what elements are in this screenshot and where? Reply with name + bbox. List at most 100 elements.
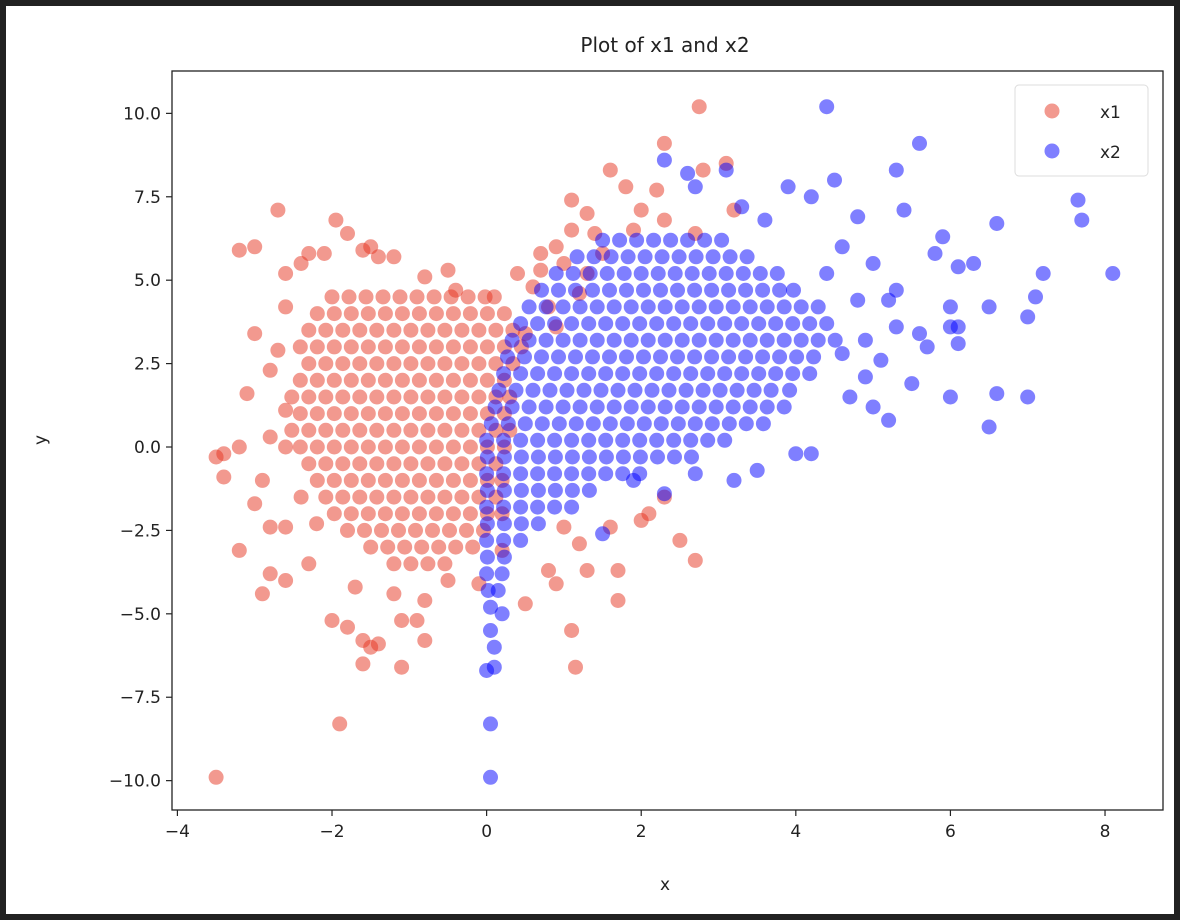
data-point-x2 [717,366,733,382]
data-point-x2 [687,349,703,365]
data-point-x2 [718,162,734,178]
data-point-x2 [810,299,826,315]
data-point-x1 [326,339,342,355]
data-point-x1 [343,339,359,355]
data-point-x1 [335,322,351,338]
data-point-x1 [462,306,478,322]
data-point-x1 [293,489,309,505]
data-point-x1 [533,262,549,278]
legend-marker-x1 [1044,103,1060,119]
data-point-x2 [496,499,512,515]
data-point-x2 [708,332,724,348]
data-point-x2 [683,316,699,332]
data-point-x2 [483,623,498,638]
data-point-x1 [394,506,410,522]
data-point-x2 [666,316,682,332]
series-x1 [208,99,742,785]
data-point-x2 [632,366,648,382]
data-point-x1 [510,266,525,281]
data-point-x2 [755,282,771,298]
data-point-x2 [708,299,724,315]
data-point-x2 [950,319,966,335]
data-point-x2 [479,449,495,465]
data-point-x1 [386,389,402,405]
data-point-x2 [582,266,598,281]
data-point-x2 [598,449,614,465]
data-point-x2 [483,769,498,785]
data-point-x2 [637,249,653,265]
data-point-x2 [610,382,626,398]
data-point-x2 [763,382,779,398]
data-point-x1 [428,472,444,488]
data-point-x2 [772,282,788,298]
data-point-x1 [656,212,672,228]
data-point-x1 [343,472,359,488]
data-point-x1 [428,372,444,388]
data-point-x2 [1020,389,1036,405]
data-point-x1 [445,472,461,488]
data-point-x1 [548,239,564,255]
data-point-x1 [377,372,393,388]
data-point-x2 [670,416,686,432]
data-point-x2 [1028,289,1043,305]
data-point-x1 [318,489,334,505]
data-point-x2 [687,466,703,482]
data-point-x1 [318,389,334,405]
legend-frame [1014,84,1149,177]
data-point-x2 [780,179,796,195]
data-point-x1 [380,539,396,555]
data-point-x2 [759,299,775,315]
data-point-x1 [360,339,376,355]
data-point-x1 [437,389,453,405]
data-point-x2 [585,416,601,432]
data-point-x1 [343,306,359,322]
data-point-x1 [403,556,419,572]
data-point-x1 [318,456,334,472]
data-point-x1 [445,339,461,355]
data-point-x1 [445,306,461,322]
data-point-x2 [739,249,755,265]
chart-title: Plot of x1 and x2 [580,33,749,57]
data-point-x1 [360,472,376,488]
data-point-x1 [411,472,427,488]
data-point-x2 [776,299,792,315]
data-point-x2 [513,482,529,498]
data-point-x1 [403,456,419,472]
data-point-x1 [579,563,595,578]
data-point-x1 [352,456,368,472]
data-point-x2 [496,449,512,465]
data-point-x2 [491,382,507,398]
data-point-x1 [454,422,470,438]
data-point-x2 [623,332,639,348]
data-point-x2 [649,366,665,382]
data-point-x1 [386,422,402,438]
data-point-x2 [555,299,571,315]
data-point-x2 [504,332,520,348]
data-point-x2 [564,316,580,332]
data-point-x1 [411,306,427,322]
data-point-x2 [663,232,679,248]
data-point-x2 [598,366,614,382]
data-point-x1 [471,356,487,372]
data-point-x1 [309,516,325,532]
data-point-x1 [326,406,342,422]
data-point-x2 [653,282,668,298]
data-point-x1 [403,389,419,405]
data-point-x2 [742,332,758,348]
data-point-x1 [641,506,657,522]
data-point-x2 [666,366,682,382]
data-point-x2 [521,332,537,348]
data-point-x1 [392,289,408,305]
data-point-x1 [377,306,393,322]
data-point-x2 [619,349,634,365]
data-point-x1 [479,339,495,355]
data-point-x2 [496,516,512,532]
data-point-x2 [873,352,889,368]
data-point-x2 [802,366,818,382]
data-point-x1 [462,506,478,522]
data-point-x1 [414,539,430,555]
data-point-x1 [397,539,413,555]
data-point-x1 [602,162,618,178]
data-point-x1 [301,356,317,372]
